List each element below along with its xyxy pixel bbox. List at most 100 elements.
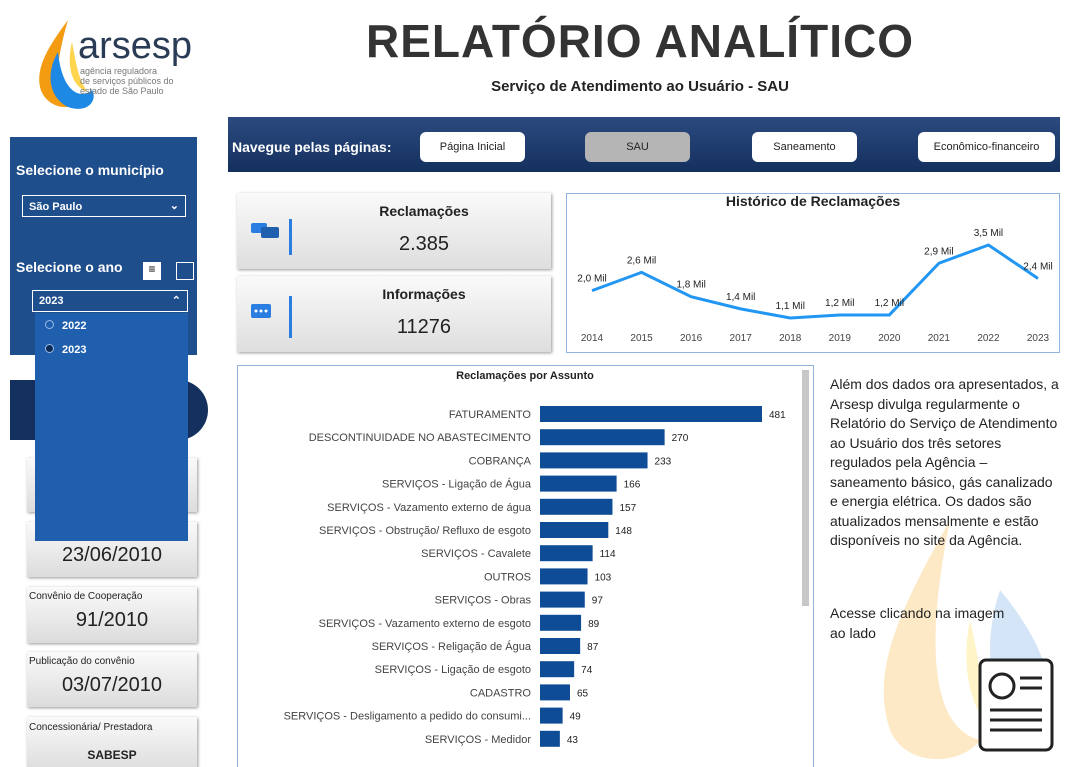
report-icon[interactable] [978,658,1054,752]
dropdown-list: 2022 2023 [35,313,188,541]
chevron: ⌄ [169,200,179,212]
nav-button[interactable]: SAU [585,132,690,162]
value-label: 97 [592,596,604,607]
chart-title: Reclamações por Assunto [456,370,594,382]
filter-label: Selecione o município [16,162,164,178]
value-label: 157 [619,503,636,514]
x-tick-label: 2018 [779,333,802,344]
x-tick-label: 2016 [680,333,703,344]
chart-title: Histórico de Reclamações [726,193,901,209]
municipio-dropdown[interactable]: São Paulo ⌄ [22,195,186,217]
card-value: 03/07/2010 [61,674,163,696]
category-label: SERVIÇOS - Desligamento a pedido do cons… [284,711,531,723]
chart-frame [237,365,814,767]
logo-sub: agência reguladora [80,66,157,76]
category-label: SERVIÇOS - Vazamento externo de água [327,502,532,514]
logo-drop [69,42,88,92]
value-label: 148 [615,526,632,537]
value-label: 103 [595,572,612,583]
nav-button[interactable]: Saneamento [752,132,857,162]
category-label: OUTROS [484,571,531,583]
data-label: 1,8 Mil [676,280,705,291]
bar [540,614,582,631]
logo-name: arsesp [78,25,192,67]
bar [540,684,570,701]
logo: arsesp agência reguladora de serviços pú… [39,20,192,109]
card-label: Convênio de Cooperação [29,591,143,602]
x-tick-label: 2022 [977,333,1000,344]
info-link[interactable]: Acesse clicando na imagem ao lado [830,605,1005,641]
info-paragraph: Além dos dados ora apresentados, a Arses… [830,376,1059,548]
chevron: ⌃ [171,295,181,307]
category-label: SERVIÇOS - Vazamento externo de esgoto [319,618,531,630]
logo-drop [50,52,94,109]
info-card: Convênio de Cooperação 91/2010 [27,587,197,643]
x-tick-label: 2019 [829,333,852,344]
x-tick-label: 2023 [1027,333,1050,344]
logo-drop [39,20,78,108]
value-label: 87 [587,642,599,653]
value-label: 481 [769,410,786,421]
bar-chart: Reclamações por Assunto FATURAMENTO 481 DE… [237,365,814,767]
option-text: 2022 [62,320,87,332]
nav-button[interactable]: Econômico-financeiro [918,132,1055,162]
bar [540,568,588,585]
kpi-label: Reclamações [379,203,469,219]
value-label: 89 [588,619,600,630]
line-chart: Histórico de Reclamações 2,0 Mil 2014 2,6 … [566,193,1060,353]
x-tick-label: 2015 [630,333,653,344]
option[interactable]: 2022 [45,320,86,332]
data-label: 1,2 Mil [875,298,904,309]
scrollbar[interactable] [802,370,809,606]
category-label: SERVIÇOS - Obstrução/ Refluxo de esgoto [319,525,531,537]
chart-frame [566,193,1060,353]
page-title: RELATÓRIO ANALÍTICO [366,15,914,67]
kpi-icon [251,219,292,255]
value-label: 233 [655,456,672,467]
bar [540,661,575,678]
page-subtitle: Serviço de Atendimento ao Usuário - SAU [491,78,789,95]
x-tick-label: 2020 [878,333,901,344]
bar [540,638,581,654]
bar [540,452,648,469]
x-tick-label: 2014 [581,333,604,344]
category-label: SERVIÇOS - Ligação de esgoto [375,664,531,676]
value-label: 166 [624,480,641,491]
bar [540,429,665,446]
option[interactable]: 2023 [45,344,86,356]
nav-button[interactable]: Página Inicial [420,132,525,162]
logo-sub: de serviços públicos do [80,76,174,86]
value-label: 114 [600,549,616,560]
category-label: SERVIÇOS - Cavalete [421,548,531,560]
category-label: SERVIÇOS - Obras [435,595,532,607]
watermark [883,520,1054,760]
card-value: 23/06/2010 [61,544,163,566]
value-label: 43 [567,735,579,746]
logo-sub: estado de São Paulo [80,86,164,96]
x-tick-label: 2021 [928,333,951,344]
category-label: COBRANÇA [469,455,532,467]
kpi-value: 11276 [396,316,452,338]
data-label: 2,0 Mil [577,274,606,285]
bar [540,522,609,538]
card-value: SABESP [87,748,137,762]
value-label: 270 [672,433,689,444]
dropdown-value: São Paulo [29,201,83,213]
filter-icon[interactable]: ≡ [143,262,161,280]
expand-icon[interactable] [176,262,194,280]
kpi-value: 2.385 [398,233,450,255]
category-label: SERVIÇOS - Medidor [425,734,532,746]
category-label: DESCONTINUIDADE NO ABASTECIMENTO [309,432,532,444]
category-label: SERVIÇOS - Religação de Água [372,640,532,653]
data-label: 2,6 Mil [627,255,656,266]
bar [540,545,593,562]
bar [540,707,563,724]
bar [540,730,560,747]
category-label: SERVIÇOS - Ligação de Água [382,478,532,491]
data-label: 2,9 Mil [924,246,953,257]
dropdown-value: 2023 [39,295,64,307]
card-label: Concessionária/ Prestadora [29,722,153,733]
ano-dropdown[interactable]: 2023 ⌃ [32,290,188,312]
filter-label: Selecione o ano [16,259,123,275]
